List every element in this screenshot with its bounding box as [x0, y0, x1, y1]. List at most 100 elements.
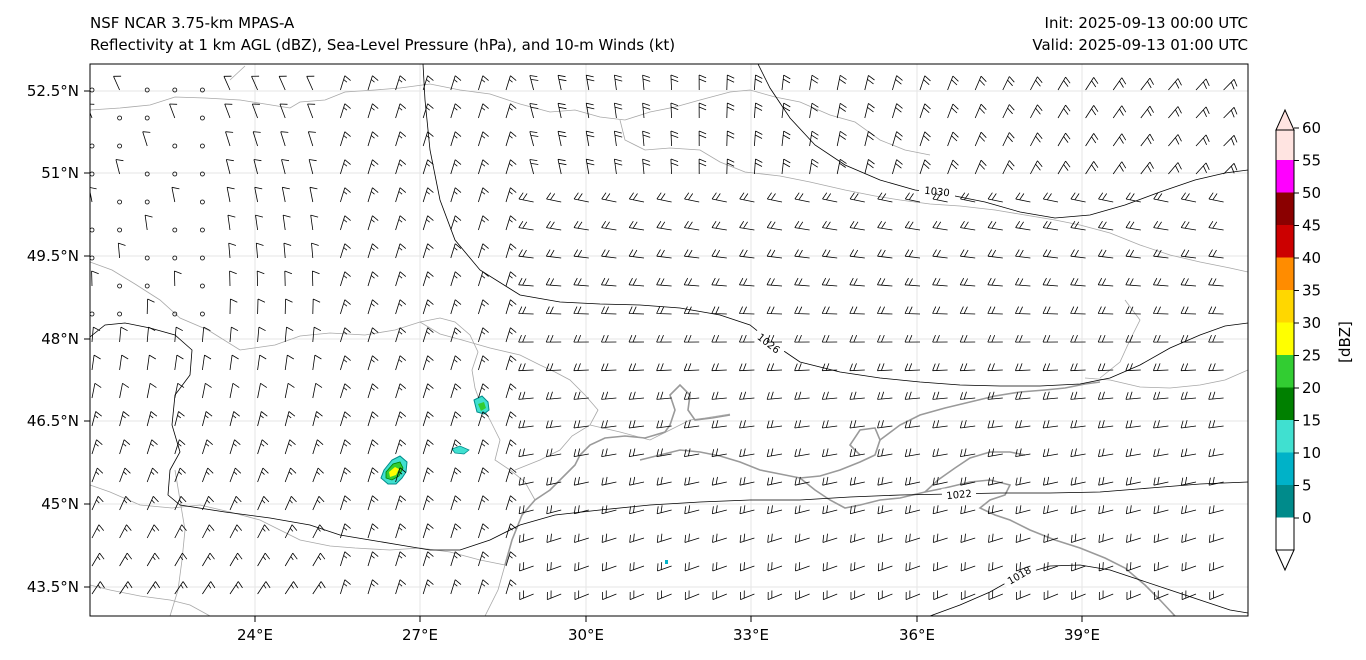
- wind-barb: [478, 411, 489, 427]
- gridlines: [90, 64, 1248, 616]
- wind-barb: [367, 355, 379, 371]
- wind-barb: [1180, 420, 1197, 429]
- calm-wind-marker: [90, 227, 95, 233]
- wind-barb: [877, 249, 893, 259]
- wind-barb: [754, 102, 763, 119]
- wind-barb: [739, 420, 755, 429]
- wind-barb: [933, 562, 948, 572]
- wind-barb: [739, 192, 755, 203]
- wind-barb: [849, 220, 865, 231]
- axis-ticks: [84, 90, 1083, 622]
- colorbar-tick-label: 15: [1302, 412, 1321, 430]
- wind-barb: [1071, 562, 1086, 572]
- wind-barb: [202, 552, 215, 567]
- wind-barb: [754, 74, 763, 91]
- wind-barb: [629, 590, 645, 600]
- wind-barb: [794, 448, 810, 457]
- wind-barb: [229, 411, 240, 427]
- wind-barb: [1180, 192, 1197, 203]
- wind-barb: [684, 562, 700, 572]
- wind-barb: [505, 159, 517, 175]
- wind-barb: [1208, 476, 1224, 486]
- wind-barb: [711, 476, 727, 486]
- wind-barb: [585, 74, 595, 91]
- wind-barb: [684, 505, 700, 515]
- wind-barb: [307, 131, 316, 147]
- wind-barb: [306, 75, 315, 91]
- wind-barb: [119, 552, 133, 567]
- wind-barb: [1002, 132, 1015, 147]
- wind-barb: [1085, 105, 1099, 119]
- wind-barb: [574, 590, 589, 600]
- wind-barb: [174, 496, 187, 511]
- wind-barb: [257, 354, 267, 371]
- wind-barb: [1153, 220, 1169, 231]
- wind-barb: [904, 277, 921, 287]
- wind-barb: [614, 158, 623, 175]
- wind-barb: [91, 524, 105, 539]
- calm-wind-marker: [172, 227, 178, 233]
- wind-barb: [557, 130, 567, 147]
- wind-barb: [656, 277, 672, 287]
- wind-barb: [919, 131, 931, 147]
- wind-barb: [601, 277, 617, 287]
- wind-barb: [1208, 420, 1224, 429]
- wind-barb: [670, 74, 679, 91]
- wind-barb: [1042, 334, 1059, 343]
- wind-barb: [422, 215, 434, 231]
- wind-barb: [822, 562, 838, 572]
- wind-barb: [892, 103, 903, 119]
- wind-barb: [849, 476, 865, 486]
- colorbar-title: [dBZ]: [1336, 321, 1354, 363]
- wind-barb: [628, 249, 645, 259]
- wind-barb: [223, 75, 232, 91]
- wind-barb: [284, 467, 297, 483]
- wind-barb: [1071, 590, 1086, 600]
- wind-barb: [987, 476, 1003, 486]
- wind-barb: [279, 103, 288, 119]
- wind-barb: [1181, 476, 1197, 486]
- wind-barb: [781, 158, 791, 175]
- wind-barb: [422, 103, 434, 119]
- wind-barb: [146, 411, 158, 427]
- wind-barb: [1030, 76, 1043, 91]
- calm-wind-marker: [199, 255, 205, 261]
- reflectivity-cell: [389, 467, 399, 477]
- wind-barb: [546, 192, 562, 203]
- wind-barb: [1153, 420, 1169, 429]
- wind-barb: [1112, 105, 1127, 119]
- wind-barb: [767, 562, 783, 572]
- wind-barb: [367, 299, 379, 315]
- wind-barb: [367, 327, 379, 343]
- wind-barb: [312, 354, 322, 371]
- wind-barb: [960, 220, 976, 231]
- wind-barb: [202, 496, 214, 511]
- wind-barb: [367, 467, 379, 483]
- wind-barb: [1125, 220, 1141, 231]
- wind-barb: [1208, 448, 1224, 457]
- colorbar-segment: [1276, 387, 1294, 420]
- wind-barb: [766, 391, 783, 400]
- wind-barb: [281, 159, 290, 175]
- wind-barb: [601, 306, 617, 315]
- wind-barb: [932, 391, 948, 400]
- wind-barb: [974, 75, 987, 91]
- wind-barb: [256, 270, 265, 287]
- wind-barb: [726, 102, 735, 119]
- wind-barb: [821, 249, 838, 259]
- lon-label: 39°E: [1064, 626, 1100, 644]
- lat-label: 46.5°N: [27, 412, 79, 430]
- wind-barb: [119, 467, 131, 483]
- wind-barb: [1043, 476, 1059, 486]
- calm-wind-marker: [199, 171, 205, 177]
- calm-wind-marker: [117, 227, 122, 233]
- wind-barb: [821, 363, 838, 372]
- calm-wind-marker: [199, 115, 205, 121]
- wind-barb: [229, 298, 238, 315]
- wind-barb: [257, 326, 266, 343]
- wind-barb: [450, 131, 462, 147]
- wind-barb: [629, 505, 645, 515]
- calm-wind-marker: [90, 87, 95, 93]
- wind-barb: [601, 533, 617, 543]
- wind-barb: [312, 467, 324, 483]
